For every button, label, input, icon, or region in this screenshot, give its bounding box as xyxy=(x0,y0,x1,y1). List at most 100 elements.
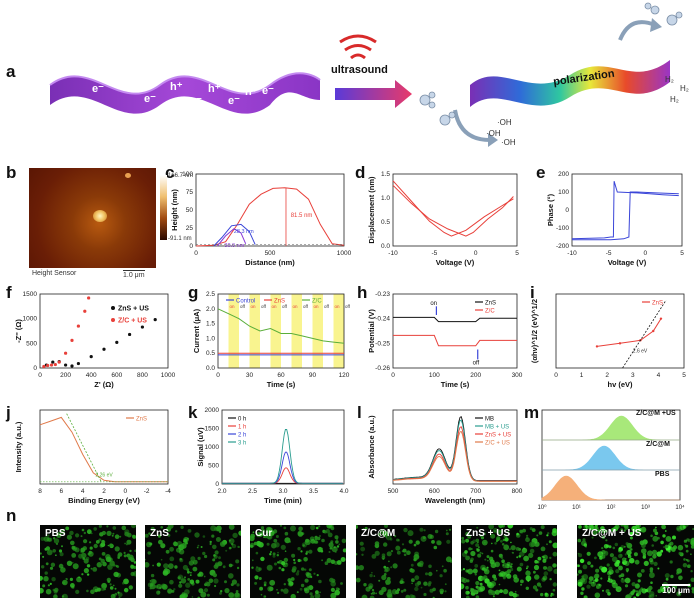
cell-dot xyxy=(212,573,217,578)
annotation-label: off xyxy=(473,360,480,366)
cell-dot xyxy=(665,577,669,581)
y-tick-label: 1.0 xyxy=(381,195,390,202)
cell-dot xyxy=(381,586,387,593)
cell-dot xyxy=(593,579,596,582)
cell-dot xyxy=(209,542,212,546)
afm-particle-small xyxy=(125,173,131,178)
cell-dot xyxy=(330,559,336,564)
cell-dot xyxy=(167,563,174,569)
cell-dot xyxy=(260,528,266,534)
electron-label: e⁻ xyxy=(228,95,240,107)
cell-dot xyxy=(96,562,102,568)
cell-dot xyxy=(690,577,694,582)
legend-label: Z/C + US xyxy=(118,318,147,325)
cell-dot xyxy=(45,562,49,566)
cell-dot xyxy=(501,559,505,563)
cell-dot xyxy=(371,571,373,574)
cell-dot xyxy=(637,579,641,583)
cell-dot xyxy=(65,578,68,581)
cell-dot xyxy=(513,577,519,583)
cell-dot xyxy=(388,560,390,563)
cell-dot xyxy=(82,557,85,560)
x-tick-label: 3.0 xyxy=(278,488,287,495)
cell-dot xyxy=(266,564,273,571)
cell-dot xyxy=(114,534,120,539)
cell-dot xyxy=(405,594,410,598)
data-point xyxy=(128,332,132,337)
cell-dot xyxy=(70,540,75,546)
cell-dot xyxy=(45,546,50,551)
cell-dot xyxy=(633,552,638,557)
cell-dot xyxy=(677,544,684,551)
cell-dot xyxy=(148,532,151,535)
x-tick-label: 0 xyxy=(391,372,395,379)
cell-dot xyxy=(200,591,207,598)
cell-dot xyxy=(363,583,367,587)
cell-dot xyxy=(107,544,110,547)
cell-dot xyxy=(619,553,623,557)
cell-dot xyxy=(297,547,301,551)
cell-dot xyxy=(175,530,178,533)
y-tick-label: 1000 xyxy=(205,444,220,451)
cell-dot xyxy=(42,584,46,588)
y-axis-label: Signal (uV) xyxy=(196,427,205,467)
cell-dot xyxy=(276,554,279,557)
cell-dot xyxy=(414,575,420,581)
cell-dot xyxy=(494,561,500,568)
x-axis-label: Voltage (V) xyxy=(436,258,475,267)
cell-dot xyxy=(162,570,169,576)
off-label: off xyxy=(240,304,246,309)
cell-dot xyxy=(618,565,623,571)
hydrogen-label: H₂ xyxy=(665,75,674,84)
cell-dot xyxy=(615,569,620,574)
cell-dot xyxy=(126,539,132,545)
cell-dot xyxy=(491,542,493,545)
cell-dot xyxy=(647,550,653,557)
cell-dot xyxy=(496,536,501,541)
annotation-label: on xyxy=(430,301,437,307)
chart-k-series-3 xyxy=(222,429,343,484)
cell-dot xyxy=(428,581,432,585)
cell-dot xyxy=(481,552,484,555)
cell-dot xyxy=(624,577,631,584)
electron-label: e⁻ xyxy=(190,95,202,107)
cell-dot xyxy=(423,529,426,532)
cell-dot xyxy=(516,594,519,597)
cell-dot xyxy=(430,534,433,537)
cell-dot xyxy=(670,574,674,579)
cell-dot xyxy=(274,562,277,566)
cell-dot xyxy=(89,546,93,550)
cell-dot xyxy=(250,533,255,539)
cell-dot xyxy=(594,578,599,582)
cell-dot xyxy=(44,571,48,575)
cell-dot xyxy=(145,533,149,538)
x-tick-label: 60 xyxy=(277,372,285,379)
cell-dot xyxy=(664,530,667,532)
cell-dot xyxy=(86,589,89,593)
cell-dot xyxy=(503,544,510,551)
cell-dot xyxy=(146,541,152,548)
on-label: on xyxy=(314,304,320,309)
cell-dot xyxy=(229,547,232,549)
cell-dot xyxy=(605,539,608,542)
cell-dot xyxy=(214,584,217,588)
x-tick-label: 500 xyxy=(265,250,276,257)
cell-dot xyxy=(486,555,490,559)
cell-dot xyxy=(334,589,340,596)
cell-dot xyxy=(423,581,428,586)
cell-dot xyxy=(623,545,626,548)
x-tick-label: 4.0 xyxy=(339,488,348,495)
on-label: on xyxy=(272,304,278,309)
hydroxyl-label: ·OH xyxy=(497,118,512,127)
chart-l-series-3 xyxy=(392,430,517,482)
cell-dot xyxy=(490,549,494,553)
data-point xyxy=(70,364,74,368)
cell-dot xyxy=(59,552,64,557)
cell-dot xyxy=(661,588,666,593)
cell-dot xyxy=(40,552,42,555)
cell-dot xyxy=(529,527,533,531)
chart-i-frame xyxy=(555,293,685,369)
cell-dot xyxy=(523,547,525,550)
cell-dot xyxy=(604,529,608,533)
cell-dot xyxy=(509,565,513,568)
